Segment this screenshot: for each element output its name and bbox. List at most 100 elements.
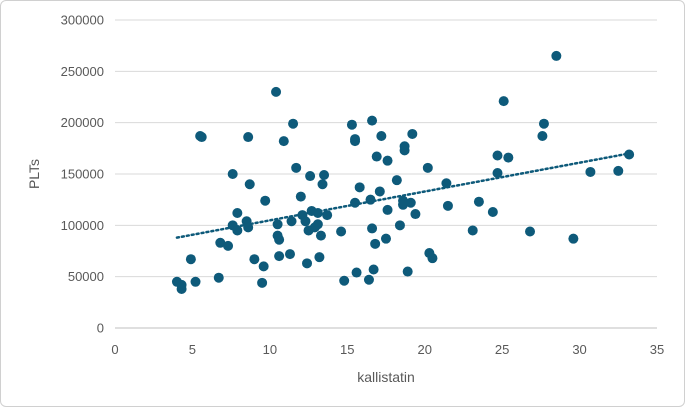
data-point xyxy=(350,134,361,145)
data-point xyxy=(381,233,391,244)
data-point xyxy=(473,196,484,207)
data-point xyxy=(467,225,478,236)
data-point xyxy=(405,197,416,208)
y-tick-label: 150000 xyxy=(61,167,104,182)
data-point xyxy=(232,225,243,236)
data-point xyxy=(244,179,255,190)
data-point xyxy=(613,165,624,176)
data-point xyxy=(274,234,285,245)
data-point xyxy=(498,96,509,107)
data-point xyxy=(399,145,410,156)
data-point xyxy=(367,223,378,234)
data-point xyxy=(368,264,379,275)
data-point xyxy=(312,208,323,219)
x-tick-label: 15 xyxy=(340,342,354,357)
data-point xyxy=(407,128,418,139)
data-point xyxy=(312,219,323,230)
data-point xyxy=(196,132,207,143)
data-point xyxy=(190,276,201,287)
data-point xyxy=(354,182,365,193)
data-point xyxy=(339,275,350,286)
data-point xyxy=(374,186,385,197)
data-point xyxy=(391,175,402,186)
data-point xyxy=(351,267,362,278)
data-point xyxy=(394,220,405,231)
data-point xyxy=(370,238,381,249)
y-tick-label: 250000 xyxy=(61,64,104,79)
data-point xyxy=(305,171,316,182)
data-point xyxy=(382,204,393,215)
data-point xyxy=(288,118,299,129)
x-axis-title: kallistatin xyxy=(357,369,415,385)
data-point xyxy=(624,149,635,160)
data-point xyxy=(422,162,433,173)
x-tick-label: 10 xyxy=(263,342,277,357)
data-point xyxy=(350,197,361,208)
data-points xyxy=(171,50,635,294)
data-point xyxy=(427,253,438,264)
data-point xyxy=(322,210,333,221)
data-point xyxy=(367,115,378,126)
data-point xyxy=(346,119,357,130)
data-point xyxy=(271,86,282,97)
data-point xyxy=(537,131,548,142)
data-point xyxy=(232,208,243,219)
data-point xyxy=(215,237,226,248)
data-point xyxy=(223,240,234,251)
y-axis-title: PLTs xyxy=(26,159,42,189)
gridlines xyxy=(115,19,657,329)
y-tick-label: 0 xyxy=(97,321,104,336)
data-point xyxy=(227,169,238,179)
data-point xyxy=(260,195,271,206)
data-point xyxy=(492,167,503,178)
data-point xyxy=(336,226,347,237)
x-tick-label: 5 xyxy=(189,342,196,357)
data-point xyxy=(284,249,295,260)
data-point xyxy=(278,136,289,147)
data-point xyxy=(272,219,283,230)
data-point xyxy=(185,254,196,265)
data-point xyxy=(243,222,254,233)
data-point xyxy=(376,131,387,142)
x-tick-label: 0 xyxy=(111,342,118,357)
data-point xyxy=(302,258,313,269)
data-point xyxy=(258,261,269,272)
data-point xyxy=(568,233,579,244)
data-point xyxy=(382,155,393,166)
data-point xyxy=(402,266,413,277)
data-point xyxy=(300,216,311,227)
y-tick-label: 200000 xyxy=(61,115,104,130)
data-point xyxy=(441,178,452,189)
data-point xyxy=(243,132,254,143)
data-point xyxy=(213,272,224,283)
data-point xyxy=(315,230,326,241)
data-point xyxy=(319,170,330,181)
data-point xyxy=(503,152,514,163)
data-point xyxy=(286,216,297,227)
data-point xyxy=(538,118,549,129)
x-tick-label: 35 xyxy=(650,342,664,357)
data-point xyxy=(176,279,187,290)
x-tick-label: 20 xyxy=(417,342,431,357)
data-point xyxy=(363,274,374,285)
y-tick-label: 100000 xyxy=(61,218,104,233)
data-point xyxy=(291,162,302,173)
tick-labels: 0 50000 100000 150000 200000 250000 300000 0 5 10… xyxy=(61,13,665,358)
data-point xyxy=(295,191,306,202)
y-tick-label: 300000 xyxy=(61,13,104,28)
data-point xyxy=(249,254,260,265)
data-point xyxy=(525,226,536,237)
data-point xyxy=(365,194,376,205)
trendline xyxy=(175,152,631,239)
data-point xyxy=(442,200,453,211)
data-point xyxy=(317,179,328,190)
data-point xyxy=(410,209,421,220)
data-point xyxy=(274,251,285,262)
data-point xyxy=(585,166,596,177)
data-point xyxy=(487,206,498,217)
x-tick-label: 25 xyxy=(495,342,509,357)
data-point xyxy=(371,151,382,162)
data-point xyxy=(551,50,562,61)
